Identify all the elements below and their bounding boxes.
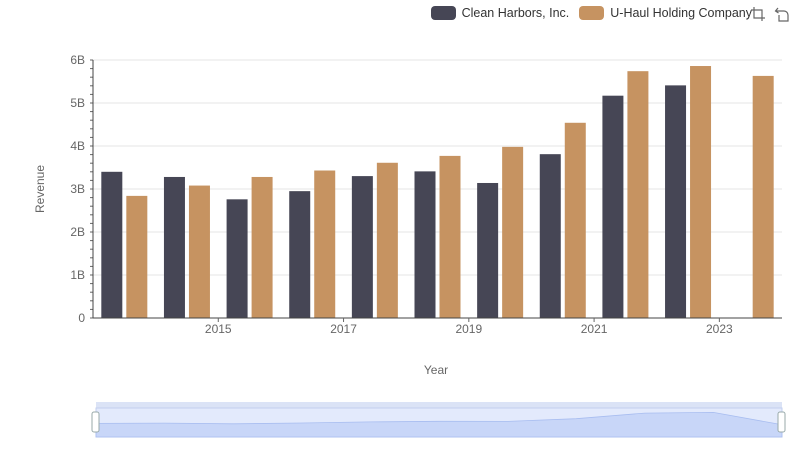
x-tick-label: 2019 <box>455 322 482 336</box>
y-tick-label: 4B <box>70 139 85 153</box>
y-tick-label: 3B <box>70 182 85 196</box>
bar-clean-harbors-2020 <box>477 182 499 318</box>
data-zoom-icon[interactable] <box>750 6 766 22</box>
bar-clean-harbors-2019 <box>414 171 436 318</box>
bar-uhaul-2021 <box>564 122 586 318</box>
bar-uhaul-2023 <box>690 66 712 319</box>
y-tick-label: 2B <box>70 225 85 239</box>
bar-uhaul-2020 <box>502 146 524 318</box>
bar-uhaul-2015 <box>188 185 210 318</box>
x-tick-label: 2017 <box>330 322 357 336</box>
bar-uhaul-2022 <box>627 71 649 319</box>
y-tick-label: 5B <box>70 96 85 110</box>
slider-handle-left <box>91 411 100 433</box>
restore-icon[interactable] <box>774 6 790 22</box>
data-zoom-slider[interactable] <box>91 402 786 438</box>
slider-preview-area <box>95 411 783 438</box>
y-tick-label: 6B <box>70 53 85 67</box>
bar-clean-harbors-2018 <box>351 176 373 318</box>
y-tick-label: 1B <box>70 268 85 282</box>
bar-uhaul-2019 <box>439 155 461 318</box>
bar-clean-harbors-2023 <box>665 85 687 319</box>
bar-clean-harbors-2014 <box>101 171 123 318</box>
legend-item-clean-harbors[interactable]: Clean Harbors, Inc. <box>430 6 570 20</box>
slider-top-bar <box>96 402 782 408</box>
legend-swatch-uhaul <box>579 6 605 20</box>
bar-clean-harbors-2021 <box>539 154 561 318</box>
x-tick-label: 2021 <box>581 322 608 336</box>
chart-toolbox <box>750 6 790 22</box>
legend-label-uhaul: U-Haul Holding Company <box>610 6 752 20</box>
bar-uhaul-2024 <box>752 75 774 318</box>
legend-label-clean-harbors: Clean Harbors, Inc. <box>461 6 570 20</box>
bar-uhaul-2014 <box>126 195 148 318</box>
bar-uhaul-2016 <box>251 176 273 318</box>
x-tick-label: 2015 <box>205 322 232 336</box>
bar-clean-harbors-2015 <box>163 176 185 318</box>
bar-clean-harbors-2016 <box>226 199 248 318</box>
y-axis-title: Revenue <box>33 165 47 213</box>
y-tick-label: 0 <box>78 311 85 325</box>
chart-legend: Clean Harbors, Inc. U-Haul Holding Compa… <box>430 4 752 22</box>
bar-uhaul-2018 <box>376 162 398 318</box>
legend-swatch-clean-harbors <box>430 6 456 20</box>
bar-clean-harbors-2022 <box>602 95 624 318</box>
bar-clean-harbors-2017 <box>289 191 311 318</box>
legend-item-uhaul[interactable]: U-Haul Holding Company <box>579 6 752 20</box>
slider-handle-right <box>777 411 786 433</box>
bar-uhaul-2017 <box>314 170 336 318</box>
x-tick-label: 2023 <box>706 322 733 336</box>
x-axis-title: Year <box>424 363 448 377</box>
